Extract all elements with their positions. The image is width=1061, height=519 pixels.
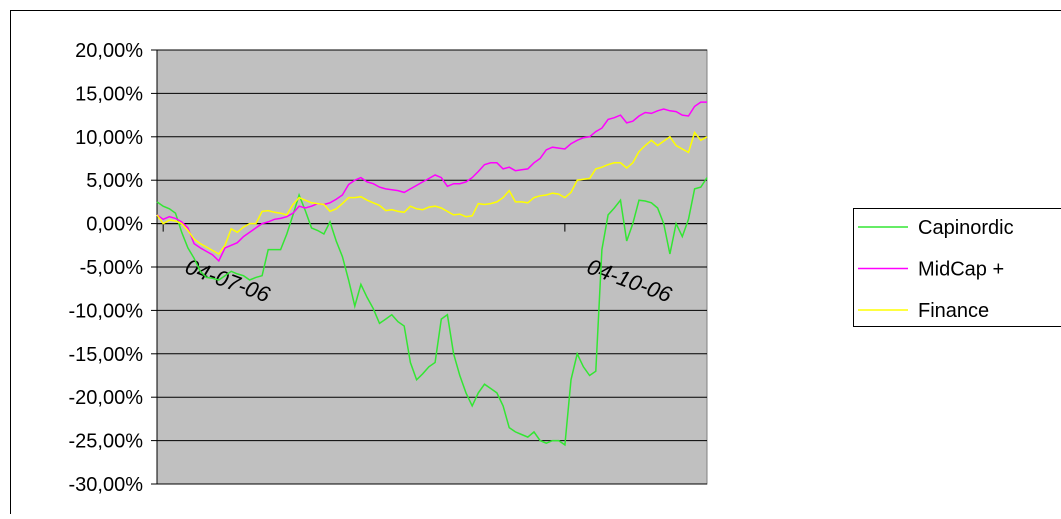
y-tick-label: -30,00% [69, 474, 144, 496]
y-tick-label: -10,00% [69, 300, 144, 322]
y-tick-label: 10,00% [75, 127, 143, 149]
legend-label: Capinordic [918, 217, 1014, 239]
y-tick-label: 0,00% [86, 214, 143, 236]
y-tick-label: -20,00% [69, 387, 144, 409]
y-tick-label: 15,00% [75, 83, 143, 105]
y-tick-label: -15,00% [69, 344, 144, 366]
y-tick-label: -5,00% [80, 257, 144, 279]
y-tick-label: -25,00% [69, 431, 144, 453]
legend-label: MidCap + [918, 259, 1004, 281]
y-tick-label: 20,00% [75, 40, 143, 62]
legend-label: Finance [918, 300, 989, 322]
y-tick-label: 5,00% [86, 170, 143, 192]
